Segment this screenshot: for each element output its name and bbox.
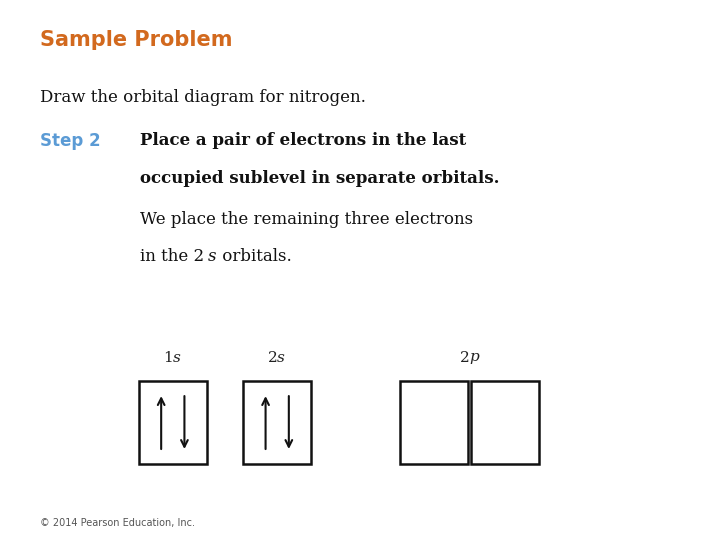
Text: s: s <box>208 248 217 265</box>
Text: We place the remaining three electrons: We place the remaining three electrons <box>140 211 474 227</box>
Bar <box>400 381 468 464</box>
Text: s: s <box>277 350 285 365</box>
Text: p: p <box>469 350 480 365</box>
Text: s: s <box>173 350 181 365</box>
Text: © 2014 Pearson Education, Inc.: © 2014 Pearson Education, Inc. <box>40 518 194 528</box>
Text: 2: 2 <box>267 350 277 365</box>
Text: Place a pair of electrons in the last: Place a pair of electrons in the last <box>140 132 467 149</box>
Bar <box>138 381 207 464</box>
Text: Step 2: Step 2 <box>40 132 100 150</box>
Text: 1: 1 <box>163 350 173 365</box>
Bar <box>243 381 311 464</box>
Text: 2: 2 <box>459 350 469 365</box>
Text: orbitals.: orbitals. <box>217 248 292 265</box>
Text: Sample Problem: Sample Problem <box>40 30 232 50</box>
Bar <box>471 381 539 464</box>
Text: Draw the orbital diagram for nitrogen.: Draw the orbital diagram for nitrogen. <box>40 89 366 106</box>
Text: in the 2: in the 2 <box>140 248 204 265</box>
Text: occupied sublevel in separate orbitals.: occupied sublevel in separate orbitals. <box>140 170 500 187</box>
